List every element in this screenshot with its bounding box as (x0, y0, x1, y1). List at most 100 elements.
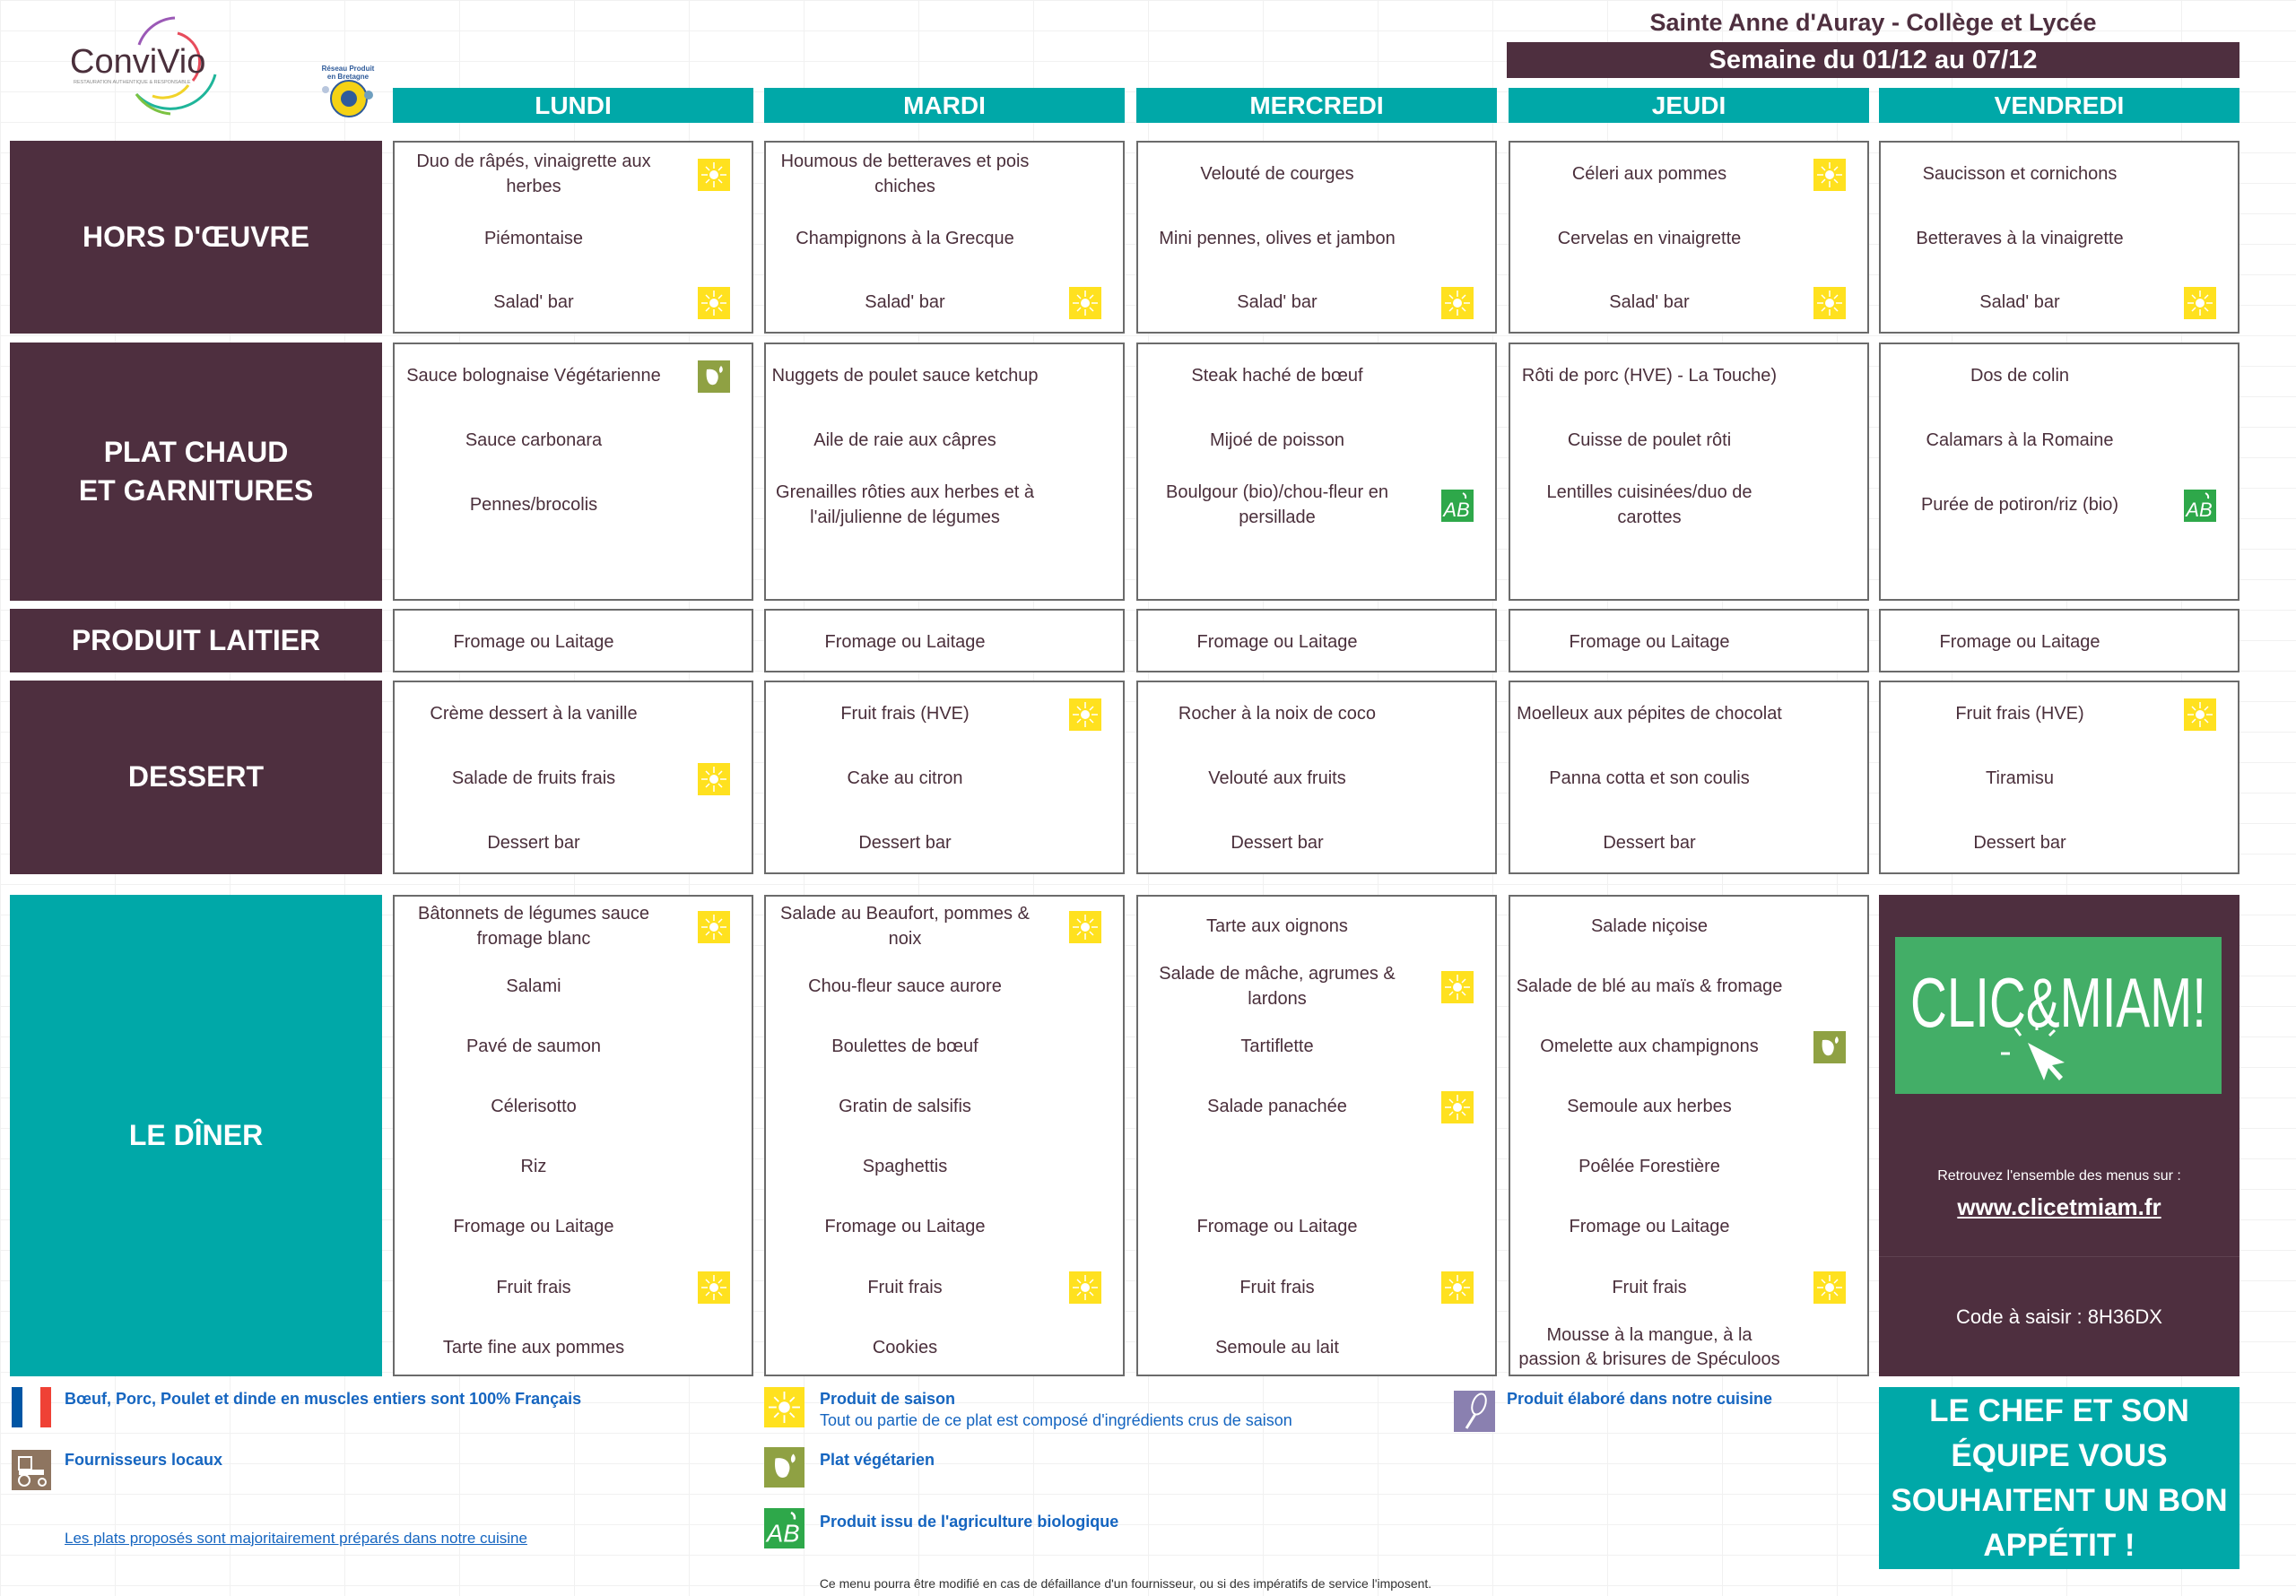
menu-item: Riz (395, 1138, 752, 1198)
menu-cell-lundi: Sauce bolognaise Végétarienne Sauce carbo… (393, 343, 753, 601)
week-range: Semaine du 01/12 au 07/12 (1507, 42, 2239, 78)
bio-ab-icon: AB (764, 1508, 804, 1548)
dish-name: Cuisse de poulet rôti (1567, 430, 1732, 451)
menu-cell-vendredi: Dos de colin Calamars à la Romaine Purée d… (1879, 343, 2239, 601)
svg-text:CLIC&MIAM!: CLIC&MIAM! (1910, 963, 2206, 1042)
menu-item: Steak haché de bœuf (1138, 344, 1495, 409)
season-sun-icon (698, 910, 730, 943)
dish-name: Sauce bolognaise Végétarienne (406, 366, 661, 386)
dish-name: Fromage ou Laitage (1569, 631, 1730, 652)
menu-item: Cuisse de poulet rôti (1510, 409, 1867, 473)
vegetarian-leaf-icon (1813, 1030, 1846, 1063)
menu-item: Aile de raie aux câpres (766, 409, 1123, 473)
menu-cell-mercredi: Steak haché de bœuf Mijoé de poisson Boulg… (1136, 343, 1497, 601)
dish-name: Fruit frais (496, 1277, 571, 1297)
clicetmiam-link[interactable]: www.clicetmiam.fr (1957, 1193, 2161, 1220)
dish-name: Fruit frais (1612, 1277, 1687, 1297)
dish-name: Cake au citron (847, 768, 963, 789)
dish-name: Houmous de betteraves et pois chiches (780, 152, 1030, 196)
menu-item: Salade panachée (1138, 1077, 1495, 1137)
day-header-mercredi: MERCREDI (1136, 88, 1497, 123)
partner-logo-text: Réseau Produit en Bretagne (321, 65, 375, 81)
menu-item: Salad' bar (1881, 271, 2238, 335)
menu-item: Salade de fruits frais (395, 747, 752, 811)
menu-item: Saucisson et cornichons (1881, 143, 2238, 207)
menu-cell-lundi: Bâtonnets de légumes sauce fromage blanc… (393, 895, 753, 1376)
menu-item (1510, 538, 1867, 603)
promo-code: Code à saisir : 8H36DX (1956, 1305, 2162, 1328)
dish-name: Champignons à la Grecque (796, 228, 1014, 248)
menu-item: Salad' bar (766, 271, 1123, 335)
dish-name: Célerisotto (491, 1097, 577, 1117)
menu-item: Champignons à la Grecque (766, 207, 1123, 272)
dish-name: Tartiflette (1240, 1037, 1314, 1057)
menu-item: Crème dessert à la vanille (395, 682, 752, 747)
promo-retrouvez: Retrouvez l'ensemble des menus sur : (1937, 1168, 2181, 1184)
dish-name: Tiramisu (1986, 768, 2054, 789)
section-label: LE DÎNER (10, 895, 382, 1376)
svg-text:ConviVio: ConviVio (70, 43, 205, 81)
season-sun-icon (698, 158, 730, 191)
season-sun-icon (1813, 158, 1846, 191)
menu-item (395, 538, 752, 603)
day-header-mardi: MARDI (764, 88, 1125, 123)
menu-item: Nuggets de poulet sauce ketchup (766, 344, 1123, 409)
menu-cell-mardi: Nuggets de poulet sauce ketchup Aile de r… (764, 343, 1125, 601)
vegetarian-leaf-icon (698, 360, 730, 393)
vegetarian-leaf-icon (764, 1447, 804, 1488)
menu-item: Boulettes de bœuf (766, 1017, 1123, 1077)
dish-name: Boulettes de bœuf (831, 1037, 978, 1057)
menu-cell-mardi: Houmous de betteraves et pois chiches Cha… (764, 141, 1125, 334)
menu-item: Spaghettis (766, 1138, 1123, 1198)
season-sun-icon (764, 1387, 804, 1427)
dish-name: Gratin de salsifis (839, 1097, 971, 1117)
season-sun-icon (1813, 1271, 1846, 1305)
menu-item: Dessert bar (395, 811, 752, 876)
menu-item (1881, 538, 2238, 603)
dish-name: Salad' bar (493, 292, 574, 313)
menu-item: Fromage ou Laitage (1138, 611, 1495, 674)
menu-item (766, 538, 1123, 603)
dish-name: Fromage ou Laitage (453, 631, 614, 652)
menu-item: Moelleux aux pépites de chocolat (1510, 682, 1867, 747)
dish-name: Salad' bar (1237, 292, 1318, 313)
section-label: DESSERT (10, 681, 382, 874)
season-sun-icon (1813, 287, 1846, 320)
legend-vegetarian: Plat végétarien (820, 1451, 935, 1469)
dish-name: Salad' bar (1979, 292, 2060, 313)
menu-item: Salade de mâche, agrumes & lardons (1138, 957, 1495, 1017)
school-title: Sainte Anne d'Auray - Collège et Lycée (1649, 9, 2097, 36)
section-label: PRODUIT LAITIER (10, 609, 382, 672)
dish-name: Cookies (872, 1337, 938, 1357)
dish-name: Fruit frais (867, 1277, 943, 1297)
dish-name: Tarte aux oignons (1206, 915, 1348, 936)
menu-item: Cake au citron (766, 747, 1123, 811)
menu-item: Salade de blé au maïs & fromage (1510, 957, 1867, 1017)
dish-name: Calamars à la Romaine (1926, 430, 2114, 451)
dish-name: Bâtonnets de légumes sauce fromage blanc (418, 903, 649, 949)
kitchen-link[interactable]: Les plats proposés sont majoritairement … (65, 1530, 527, 1547)
menu-item: Fromage ou Laitage (766, 611, 1123, 674)
menu-item: Fromage ou Laitage (1510, 611, 1867, 674)
dish-name: Riz (520, 1157, 547, 1177)
dish-name: Salade au Beaufort, pommes & noix (780, 903, 1030, 949)
menu-item: Rocher à la noix de coco (1138, 682, 1495, 747)
menu-item: Grenailles rôties aux herbes et à l'ail/… (766, 473, 1123, 538)
dish-name: Purée de potiron/riz (bio) (1920, 495, 2119, 516)
chef-message: LE CHEF ET SON ÉQUIPE VOUS SOUHAITENT UN… (1879, 1387, 2239, 1569)
dish-name: Chou-fleur sauce aurore (808, 976, 1002, 996)
clicetmiam-panel: CLIC&MIAM! Retrouvez l'ensemble des menu… (1879, 895, 2239, 1376)
dish-name: Fruit frais (1239, 1277, 1315, 1297)
dish-name: Fromage ou Laitage (1939, 631, 2100, 652)
menu-item: Chou-fleur sauce aurore (766, 957, 1123, 1017)
section-label: PLAT CHAUD ET GARNITURES (10, 343, 382, 601)
svg-text:AB: AB (765, 1520, 800, 1548)
dish-name: Lentilles cuisinées/duo de carottes (1546, 482, 1752, 527)
dish-name: Tarte fine aux pommes (442, 1337, 625, 1357)
dish-name: Pennes/brocolis (469, 495, 598, 516)
dish-name: Fromage ou Laitage (453, 1217, 614, 1237)
dish-name: Fromage ou Laitage (824, 631, 986, 652)
menu-item: Pavé de saumon (395, 1017, 752, 1077)
dish-name: Duo de râpés, vinaigrette aux herbes (416, 152, 651, 196)
produit-en-bretagne-logo: Réseau Produit en Bretagne (318, 65, 378, 120)
